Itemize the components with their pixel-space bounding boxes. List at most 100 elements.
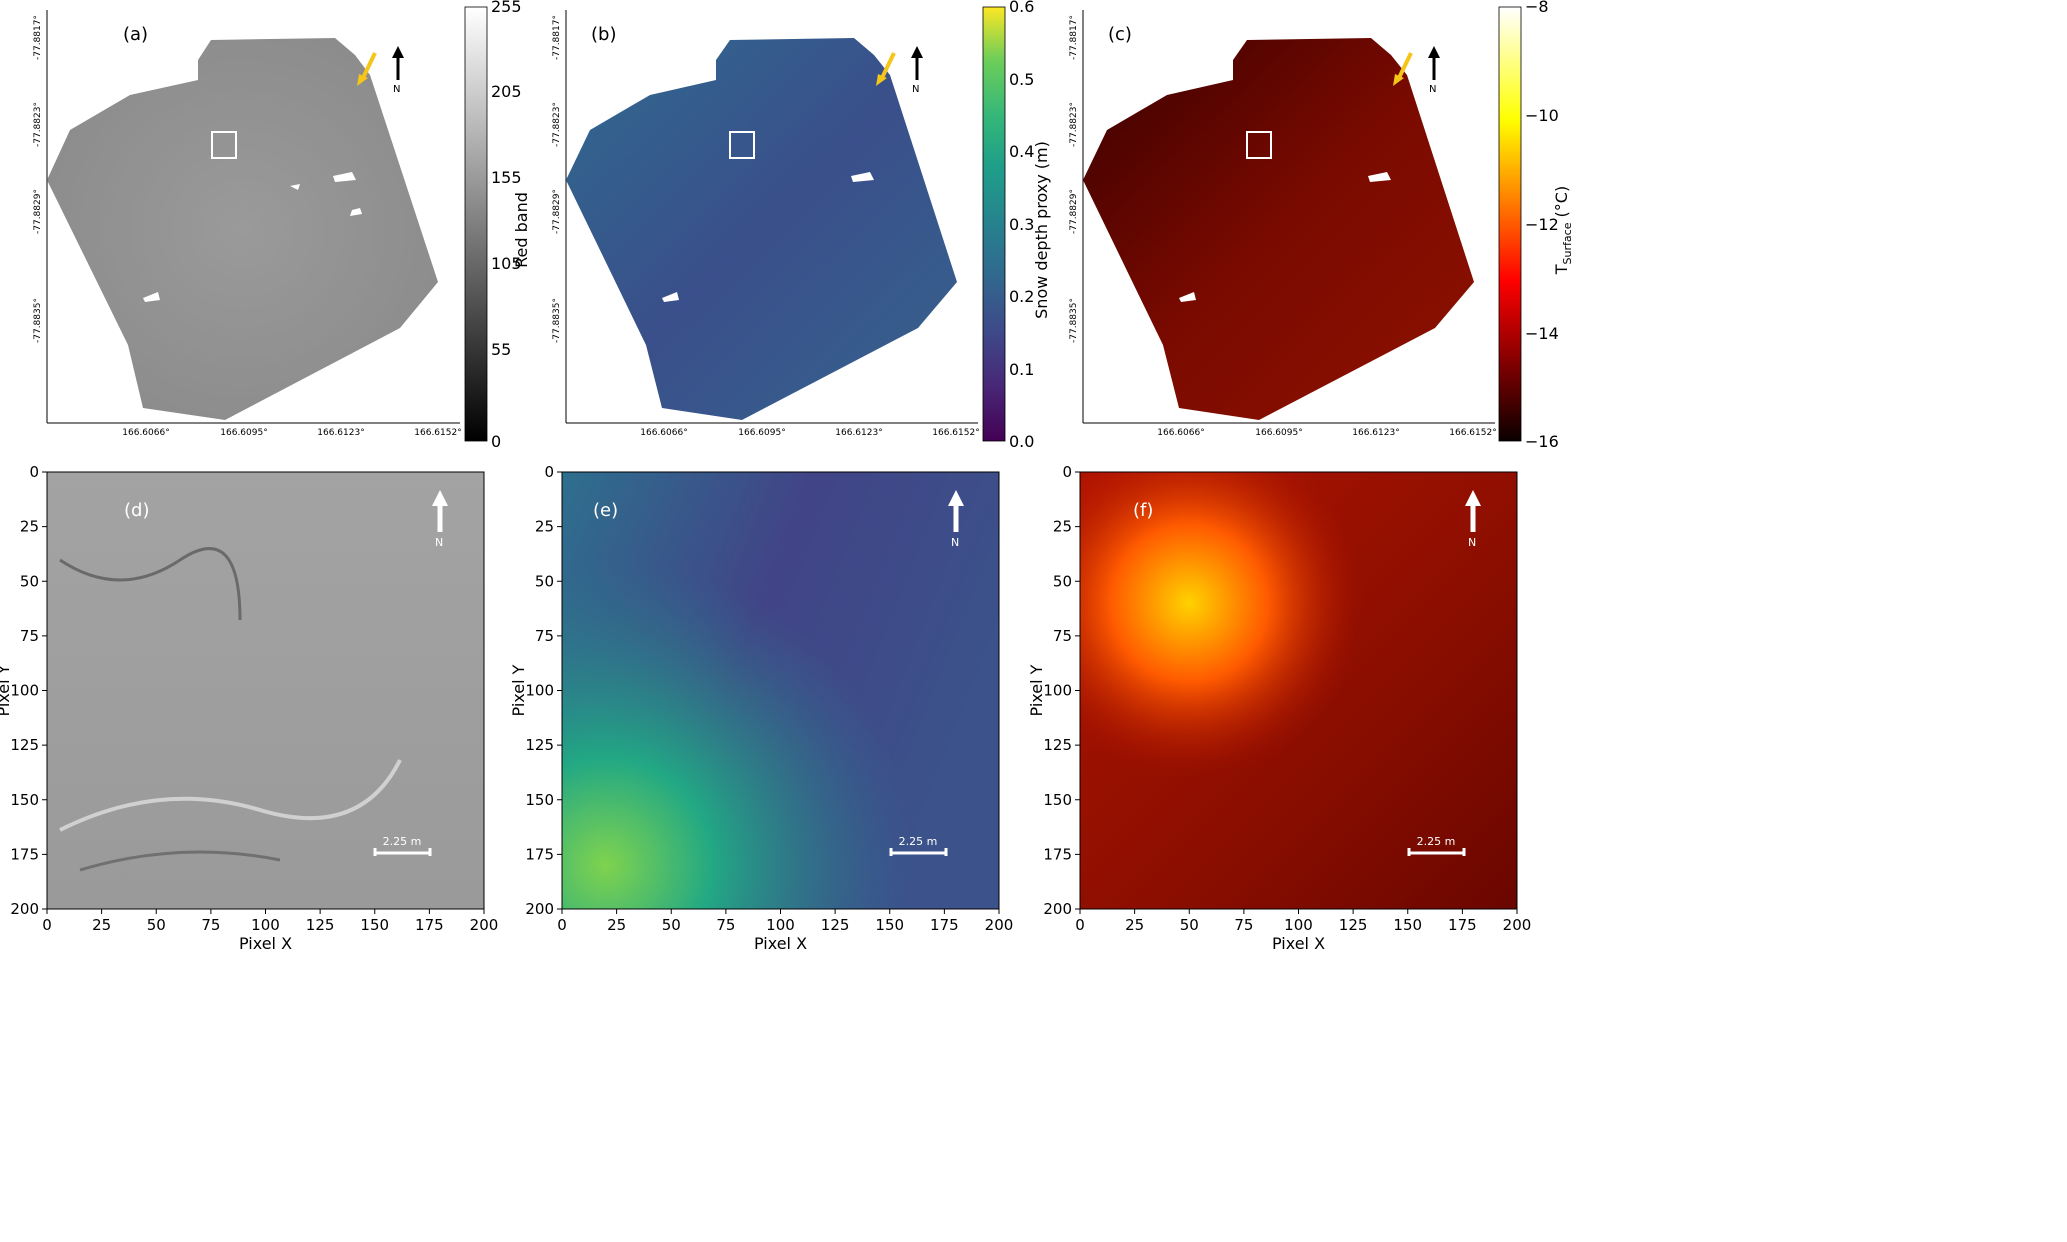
x-tick-label: 50	[1180, 916, 1199, 934]
cb-tick: 0.2	[1009, 287, 1034, 306]
cb-tick: 205	[491, 82, 522, 101]
y-tick-label: 175	[10, 845, 39, 863]
gap-b-1	[851, 172, 874, 182]
lon-tick: 166.6123°	[317, 428, 364, 438]
y-tick-label: 125	[1043, 736, 1072, 754]
y-tick-label: 200	[1043, 900, 1072, 918]
panel-e: (e)	[562, 472, 999, 909]
wind-arrow-b	[879, 52, 896, 81]
colorbar-c-title: TSurface (°C)	[1552, 186, 1574, 275]
x-tick-label: 50	[147, 916, 166, 934]
lon-tick: 166.6095°	[1255, 428, 1302, 438]
scale-bar-f	[1407, 848, 1466, 856]
cb-tick: 0.3	[1009, 215, 1034, 234]
x-tick-label: 150	[360, 916, 389, 934]
gap-a-3	[143, 292, 160, 302]
gap-a-2	[350, 208, 362, 216]
colorbar-b-ticks: 0.0 0.1 0.2 0.3 0.4 0.5 0.6	[1009, 0, 1034, 451]
y-tick-label: 25	[20, 518, 39, 536]
panel-f-label: (f)	[1133, 500, 1153, 521]
north-arrowhead-d	[432, 490, 448, 506]
cb-title-main: T	[1552, 264, 1571, 275]
cb-tick: −12	[1525, 215, 1559, 234]
north-arrowhead-e	[948, 490, 964, 506]
y-tick-label: 0	[29, 463, 39, 481]
cb-tick: 55	[491, 340, 511, 359]
gap-c-2	[1179, 292, 1196, 302]
panel-b: (b) N -77.8817° -77.8823° -77.8829° -77.…	[552, 0, 1051, 451]
scale-bar-d	[373, 848, 432, 856]
panel-c: (c) N -77.8817° -77.8823° -77.8829° -77.…	[1069, 0, 1574, 451]
colorbar-a-title: Red band	[512, 192, 531, 268]
colorbar-b-title: Snow depth proxy (m)	[1032, 141, 1051, 319]
x-tick-label: 25	[1125, 916, 1144, 934]
y-tick-label: 50	[535, 572, 554, 590]
lat-tick: -77.8817°	[552, 15, 562, 60]
panel-e-label: (e)	[593, 500, 618, 521]
cb-tick: 0.1	[1009, 360, 1034, 379]
lat-tick: -77.8817°	[1069, 15, 1079, 60]
lon-tick: 166.6152°	[1449, 428, 1496, 438]
x-tick-label: 25	[607, 916, 626, 934]
x-tick-label: 175	[415, 916, 444, 934]
lon-tick: 166.6095°	[738, 428, 785, 438]
lat-ticks-b: -77.8817° -77.8823° -77.8829° -77.8835°	[552, 15, 562, 343]
y-axis-label: Pixel Y	[0, 664, 13, 716]
x-tick-label: 100	[251, 916, 280, 934]
wind-arrowhead-c	[1393, 74, 1404, 86]
lon-ticks-a: 166.6066° 166.6095° 166.6123° 166.6152°	[122, 428, 461, 438]
x-tick-label: 0	[1075, 916, 1085, 934]
north-arrowhead-f	[1465, 490, 1481, 506]
panel-a: (a) N -77.8817° -77.8823° -77.8829° -77.…	[33, 0, 531, 451]
y-tick-label: 25	[535, 518, 554, 536]
y-tick-label: 150	[10, 791, 39, 809]
cb-tick: 0.5	[1009, 70, 1034, 89]
north-label-e: N	[951, 536, 959, 549]
map-footprint-a	[47, 38, 438, 420]
gap-a-1	[333, 172, 356, 182]
scale-bar-label-e: 2.25 m	[899, 835, 938, 848]
colorbar-b	[982, 6, 1006, 442]
wind-arrow-a	[360, 52, 377, 81]
panel-c-label: (c)	[1108, 24, 1132, 45]
lat-tick: -77.8835°	[33, 298, 43, 343]
gap-a-4	[290, 184, 300, 190]
colorbar-a-ticks: 0 55 105 155 205 255	[491, 0, 522, 451]
lat-tick: -77.8829°	[552, 189, 562, 234]
y-axis-label: Pixel Y	[1027, 664, 1046, 716]
panel-b-label: (b)	[591, 24, 616, 45]
y-tick-label: 175	[1043, 845, 1072, 863]
cb-tick: −10	[1525, 106, 1559, 125]
bottom-axes: 0 0 25 25 50 50 75 75 100 100 125 125 150 150 175 175 20…	[0, 463, 1531, 953]
x-tick-label: 50	[662, 916, 681, 934]
lat-tick: -77.8823°	[33, 102, 43, 147]
x-axis-label: Pixel X	[239, 934, 292, 953]
cb-tick: 0.4	[1009, 142, 1034, 161]
cb-tick: −16	[1525, 432, 1559, 451]
image-e-overlay	[562, 472, 999, 909]
x-tick-label: 150	[1393, 916, 1422, 934]
y-tick-label: 50	[1053, 572, 1072, 590]
y-tick-label: 100	[525, 682, 554, 700]
texture-d	[79, 850, 281, 872]
x-tick-label: 0	[557, 916, 567, 934]
y-tick-label: 50	[20, 572, 39, 590]
image-f-overlay	[1080, 472, 1517, 909]
panel-a-label: (a)	[123, 24, 148, 45]
texture-d	[59, 759, 402, 832]
texture-d	[59, 547, 242, 621]
zoom-box-a	[211, 131, 237, 159]
north-label-b: N	[912, 84, 919, 95]
x-tick-label: 200	[1503, 916, 1532, 934]
x-tick-label: 150	[875, 916, 904, 934]
overlays-bottom: N N N 2.25 m 2.25 m 2.25 m	[373, 490, 1481, 856]
cb-tick: −14	[1525, 324, 1559, 343]
lon-ticks-b: 166.6066° 166.6095° 166.6123° 166.6152°	[640, 428, 979, 438]
y-tick-label: 125	[10, 736, 39, 754]
y-tick-label: 125	[525, 736, 554, 754]
x-tick-label: 125	[821, 916, 850, 934]
zoom-box-c	[1246, 131, 1272, 159]
x-tick-label: 25	[92, 916, 111, 934]
lat-tick: -77.8835°	[1069, 298, 1079, 343]
north-label-d: N	[435, 536, 443, 549]
